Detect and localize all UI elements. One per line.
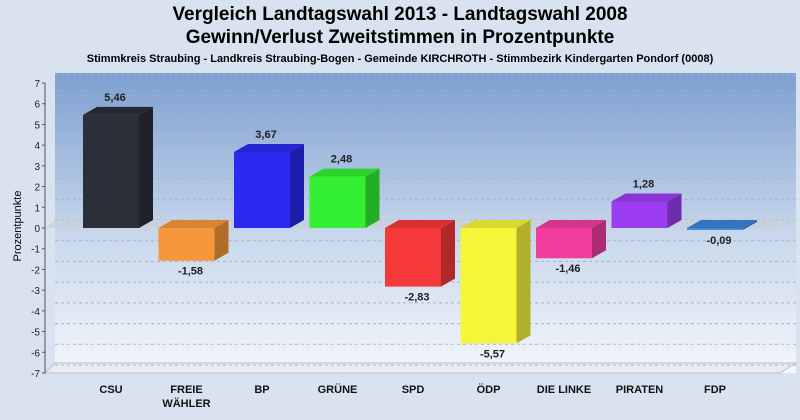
data-label: -5,57 <box>480 348 505 360</box>
bar-csu <box>83 106 153 228</box>
chart-description: Stimmkreis Straubing - Landkreis Straubi… <box>86 53 714 65</box>
y-tick-label: 6 <box>34 100 40 111</box>
bar-top <box>460 220 531 228</box>
data-label: 5,46 <box>104 92 125 104</box>
bar-side <box>365 168 380 228</box>
bar-side <box>592 220 606 259</box>
y-tick-label: -4 <box>31 307 40 318</box>
data-label: -1,46 <box>555 263 580 275</box>
bar-top <box>536 220 606 228</box>
bar-front <box>385 228 441 287</box>
data-label: 2,48 <box>331 154 352 166</box>
bar-top <box>234 143 304 152</box>
data-label: -1,58 <box>178 266 203 278</box>
bar-top <box>83 106 153 115</box>
data-label: 3,67 <box>255 129 276 141</box>
x-tick-label: BP <box>254 384 269 396</box>
x-tick-label: CSU <box>99 384 122 396</box>
bar-top <box>158 220 229 228</box>
x-tick-label: ÖDP <box>477 383 501 396</box>
bar-side <box>667 193 682 228</box>
bar-top <box>385 220 455 228</box>
bar-front <box>309 176 366 228</box>
x-tick-label: GRÜNE <box>318 383 358 396</box>
y-tick-label: -3 <box>31 286 40 297</box>
bar-front <box>83 114 139 228</box>
y-tick-label: -1 <box>31 245 40 256</box>
y-tick-label: 2 <box>34 183 40 194</box>
bar-front <box>460 228 517 344</box>
y-tick-label: 7 <box>34 79 40 90</box>
bar-side <box>290 143 304 228</box>
bar-ödp <box>460 220 531 344</box>
y-tick-label: 5 <box>34 120 40 131</box>
x-tick-label: WÄHLER <box>162 397 210 410</box>
bar-front <box>158 228 215 261</box>
x-tick-label: SPD <box>402 384 425 396</box>
bar-die-linke <box>536 220 606 259</box>
x-tick-label: PIRATEN <box>616 384 664 396</box>
y-tick-label: 3 <box>34 162 40 173</box>
bar-piraten <box>611 193 682 228</box>
bar-front <box>687 228 743 230</box>
bar-grüne <box>309 168 380 228</box>
bar-side <box>214 220 229 261</box>
x-tick-label: DIE LINKE <box>537 384 591 396</box>
y-tick-label: -7 <box>31 369 40 380</box>
bar-front <box>536 228 592 259</box>
x-tick-label: FDP <box>704 384 726 396</box>
bar-bp <box>234 143 304 228</box>
data-label: -2,83 <box>404 292 429 304</box>
y-tick-label: 4 <box>34 141 40 152</box>
data-label: 1,28 <box>633 178 654 190</box>
bar-front <box>234 151 290 228</box>
bar-top <box>309 168 380 177</box>
bar-spd <box>385 220 455 287</box>
bar-side <box>743 220 757 230</box>
bar-fdp <box>687 220 757 230</box>
bar-top <box>611 193 682 202</box>
y-tick-label: 1 <box>34 203 40 214</box>
bar-freie-wähler <box>158 220 229 261</box>
bar-side <box>139 106 153 228</box>
bar-top <box>687 220 757 228</box>
y-tick-label: 0 <box>34 224 40 235</box>
x-tick-label: FREIE <box>170 384 202 396</box>
bar-front <box>611 201 668 228</box>
data-label: -0,09 <box>706 235 731 247</box>
y-tick-label: -5 <box>31 328 40 339</box>
y-tick-label: -2 <box>31 265 40 276</box>
chart-subtitle: Gewinn/Verlust Zweitstimmen in Prozentpu… <box>185 27 615 48</box>
bar-side <box>516 220 531 344</box>
y-tick-label: -6 <box>31 348 40 359</box>
chart-title: Vergleich Landtagswahl 2013 - Landtagswa… <box>172 4 628 25</box>
bar-side <box>441 220 455 287</box>
